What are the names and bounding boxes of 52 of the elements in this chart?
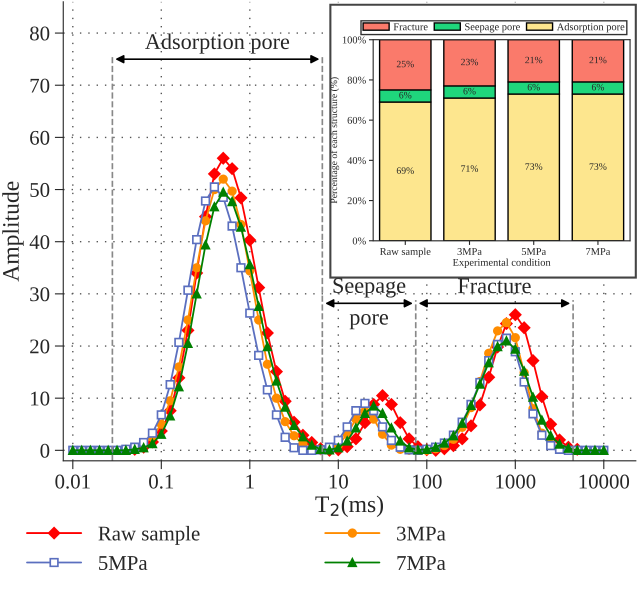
data-label: 25% bbox=[396, 60, 414, 68]
x-tick-label: 3MPa bbox=[458, 248, 482, 256]
x-tick-label: 10000 bbox=[580, 474, 630, 489]
y-tick-label: 60% bbox=[348, 116, 366, 124]
y-tick-label: 40% bbox=[347, 157, 366, 164]
y-tick-label: 100% bbox=[342, 36, 366, 44]
y-tick-label: 50 bbox=[30, 182, 50, 197]
legend-label: 7MPa bbox=[397, 556, 446, 570]
y-tick-label: 0% bbox=[352, 237, 366, 245]
x-axis-title: Experimental condition bbox=[452, 258, 550, 268]
legend-label: 3MPa bbox=[397, 526, 446, 541]
y-tick-label: 30 bbox=[30, 287, 50, 302]
data-label: 73% bbox=[525, 163, 542, 170]
x-tick-label: Raw sample bbox=[380, 248, 431, 258]
data-label: 6% bbox=[528, 84, 540, 90]
y-axis-title: Percentage of each structure (%) bbox=[330, 77, 340, 204]
data-label: 73% bbox=[590, 163, 607, 170]
y-tick-label: 10 bbox=[31, 392, 50, 406]
data-label: 6% bbox=[592, 84, 604, 90]
legend-label: Adsorption pore bbox=[556, 22, 624, 32]
x-tick-label: 100 bbox=[413, 474, 442, 489]
data-label: 71% bbox=[461, 165, 478, 172]
data-label: 6% bbox=[463, 88, 476, 94]
y-tick-label: 40 bbox=[30, 235, 50, 250]
y-tick-label: 60 bbox=[30, 130, 50, 145]
legend-label: Seepage pore bbox=[465, 23, 520, 32]
x-tick-label: 1 bbox=[246, 474, 254, 488]
annotation: Adsorption pore bbox=[145, 33, 290, 54]
annotation: Fracture bbox=[458, 278, 531, 294]
data-label: 23% bbox=[461, 58, 478, 66]
y-axis-title: Amplitude bbox=[2, 182, 24, 282]
x-axis-title: T$_{2}$(ms) bbox=[315, 496, 383, 518]
x-tick-label: 1000 bbox=[496, 474, 536, 489]
x-tick-label: 7MPa bbox=[586, 248, 610, 256]
annotation: Seepage pore bbox=[334, 278, 406, 330]
data-label: 21% bbox=[525, 56, 542, 64]
y-tick-label: 20 bbox=[30, 339, 50, 354]
legend-label: 5MPa bbox=[99, 556, 148, 570]
x-tick-label: 0.1 bbox=[149, 474, 174, 489]
data-label: 69% bbox=[396, 167, 414, 174]
x-tick-label: 10 bbox=[330, 474, 348, 489]
y-tick-label: 20% bbox=[348, 197, 366, 204]
y-tick-label: 80% bbox=[348, 76, 366, 84]
data-label: 21% bbox=[589, 56, 607, 64]
data-label: 6% bbox=[399, 92, 412, 98]
legend-label: Fracture bbox=[394, 23, 428, 30]
y-tick-label: 70 bbox=[30, 78, 50, 93]
legend-label: Raw sample bbox=[98, 526, 200, 545]
y-tick-label: 0 bbox=[40, 444, 50, 458]
x-tick-label: 0.01 bbox=[55, 474, 90, 489]
y-tick-label: 80 bbox=[30, 26, 50, 41]
x-tick-label: 5MPa bbox=[522, 248, 546, 256]
